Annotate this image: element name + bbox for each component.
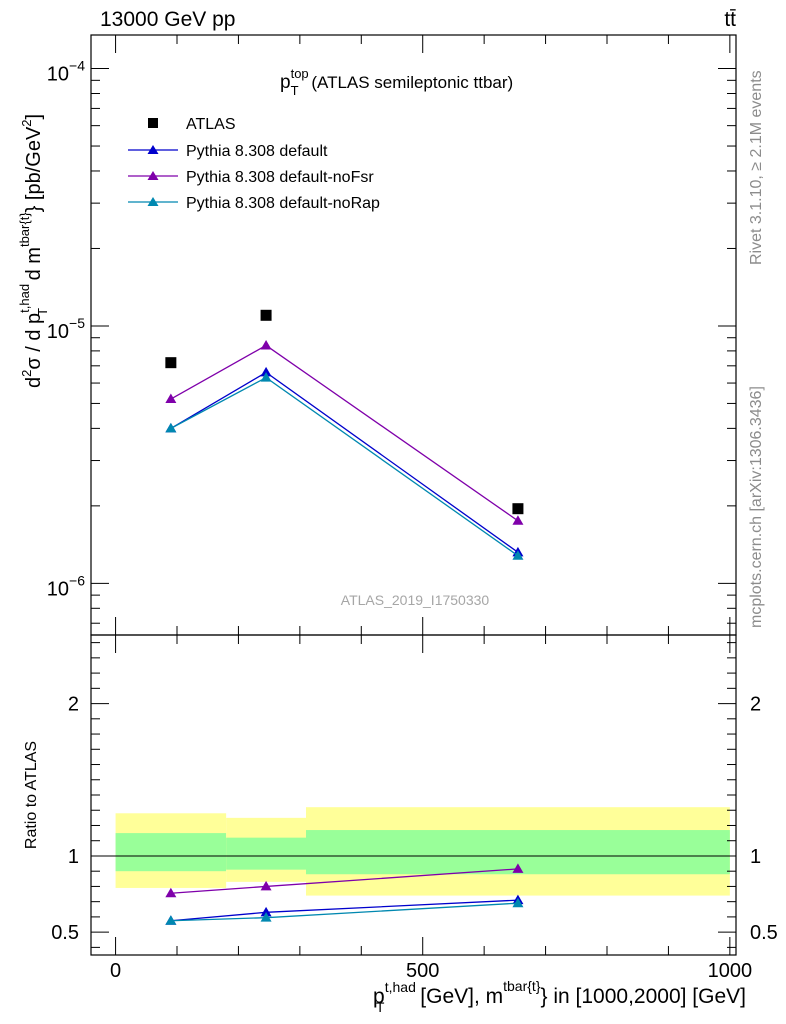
ratio-plot-frame — [90, 634, 737, 956]
ratio-series-layer — [165, 863, 524, 925]
legend-marker-norap — [147, 197, 159, 206]
legend-marker-default — [147, 145, 159, 154]
legend-label-norap: Pythia 8.308 default-noRap — [186, 195, 380, 212]
ratio-point-pythia-8-308-default-norap — [512, 897, 524, 908]
uncertainty-band-inner — [115, 833, 227, 872]
header-process-label: tt̄ — [724, 8, 736, 31]
watermark-analysis-id: ATLAS_2019_I1750330 — [341, 592, 490, 608]
legend-label-atlas: ATLAS — [186, 116, 236, 133]
x-tick-labels: 0 500 1000 — [110, 960, 752, 982]
legend-item-default: Pythia 8.308 default — [128, 143, 328, 160]
legend-label-default: Pythia 8.308 default — [186, 143, 328, 160]
series-line-pythia-8-308-default-norap — [170, 376, 519, 557]
data-point-pythia-8-308-default-norap — [260, 372, 272, 382]
ratio-point-pythia-8-308-default — [260, 906, 272, 917]
legend-label-nofsr: Pythia 8.308 default-noFsr — [186, 169, 374, 186]
ratio-point-pythia-8-308-default-nofsr — [260, 880, 272, 891]
main-axis-ticks — [91, 35, 736, 635]
data-point-pythia-8-308-default-nofsr — [512, 515, 524, 525]
x-tick-label: 500 — [406, 960, 439, 982]
main-y-tick-label: 10−5 — [47, 315, 85, 343]
legend-marker-atlas — [148, 118, 158, 128]
x-axis-label: pt,had T [GeV], mtbar{t}} in [1000,2000] … — [373, 978, 746, 1015]
ratio-line-pythia-8-308-default-norap — [170, 902, 518, 922]
main-panel: ptop T (ATLAS semileptonic ttbar) ATLAS_2… — [17, 34, 737, 636]
legend: ATLAS Pythia 8.308 default Pythia 8.308 … — [128, 116, 380, 212]
legend-marker-nofsr — [147, 171, 159, 180]
main-y-tick-labels: 10−4 10−5 10−6 — [47, 58, 85, 601]
ratio-point-pythia-8-308-default-nofsr — [165, 887, 177, 898]
data-point-pythia-8-308-default-nofsr — [165, 393, 177, 404]
legend-item-nofsr: Pythia 8.308 default-noFsr — [128, 169, 374, 186]
rivet-version-label: Rivet 3.1.10, ≥ 2.1M events — [748, 70, 765, 265]
ratio-point-pythia-8-308-default-norap — [260, 912, 272, 922]
legend-item-norap: Pythia 8.308 default-noRap — [128, 195, 380, 212]
ratio-y-axis-label: Ratio to ATLAS — [23, 741, 40, 849]
mcplots-label: mcplots.cern.ch [arXiv:1306.3436] — [748, 386, 765, 628]
data-point-atlas — [165, 357, 177, 369]
data-point-pythia-8-308-default — [260, 366, 272, 377]
ratio-y-tick-labels: 2 2 1 1 0.5 0.5 — [51, 694, 778, 945]
main-y-axis-label: d2σ / d pt,had T d mtbar{t}} [pb/GeV2] — [17, 114, 50, 388]
plot-title: ptop T (ATLAS semileptonic ttbar) — [280, 66, 513, 98]
ratio-y-tick-label-right: 0.5 — [750, 922, 778, 944]
main-series-layer — [165, 309, 524, 560]
ratio-y-tick-label-left: 2 — [68, 694, 79, 716]
x-tick-label: 0 — [110, 960, 121, 982]
data-point-pythia-8-308-default-nofsr — [260, 339, 272, 350]
ratio-y-tick-label-left: 0.5 — [51, 922, 79, 944]
x-tick-label: 1000 — [708, 960, 753, 982]
ratio-uncertainty-bands — [115, 807, 730, 896]
data-point-pythia-8-308-default-norap — [165, 422, 177, 433]
data-point-atlas — [512, 503, 524, 515]
main-y-tick-label: 10−4 — [47, 58, 85, 86]
ratio-y-tick-label-left: 1 — [68, 846, 79, 868]
ratio-y-tick-label-right: 1 — [750, 846, 761, 868]
header-energy-label: 13000 GeV pp — [100, 8, 235, 31]
data-point-atlas — [260, 309, 272, 321]
main-y-tick-label: 10−6 — [47, 572, 85, 600]
ratio-line-pythia-8-308-default — [170, 899, 518, 922]
data-point-pythia-8-308-default-norap — [512, 550, 524, 560]
ratio-axis-ticks — [91, 635, 736, 955]
legend-item-atlas: ATLAS — [148, 116, 236, 133]
ratio-panel: 2 2 1 1 0.5 0.5 0 500 1000 Ratio to ATLAS pt,ha… — [23, 634, 778, 1015]
ratio-y-tick-label-right: 2 — [750, 694, 761, 716]
ratio-point-pythia-8-308-default-norap — [165, 915, 177, 925]
ratio-point-pythia-8-308-default-nofsr — [512, 863, 524, 873]
uncertainty-band-inner — [226, 837, 306, 870]
